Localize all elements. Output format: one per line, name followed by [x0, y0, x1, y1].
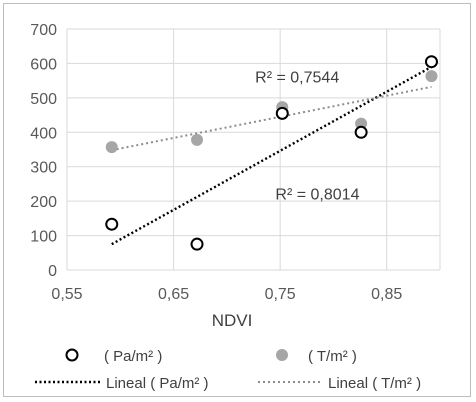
r-squared-label: R² = 0,7544 [255, 69, 339, 86]
chart-frame [3, 3, 471, 397]
point-pa [424, 55, 438, 69]
y-tick-label: 400 [30, 125, 57, 142]
legend: ( Pa/m² ) ( T/m² ) Lineal ( Pa/m² ) Lineal … [35, 348, 421, 392]
legend-label-trend-pa: Lineal ( Pa/m² ) [106, 375, 209, 392]
legend-marker-t [276, 349, 288, 361]
r-squared-label: R² = 0,8014 [275, 186, 359, 203]
legend-marker-pa [65, 348, 79, 362]
legend-label-t: ( T/m² ) [308, 348, 357, 365]
grid-lines [66, 28, 441, 271]
x-tick-label: 0,65 [158, 286, 189, 303]
y-tick-label: 0 [48, 263, 57, 280]
y-tick-label: 700 [30, 22, 57, 39]
trendline-t [111, 85, 432, 152]
x-axis-title: NDVI [212, 311, 253, 330]
trendline-pa [111, 65, 433, 246]
tick-labels: 0 100 200 300 400 500 600 700 0,55 0,65 0,75 0,85 [30, 22, 402, 303]
x-tick-label: 0,55 [51, 286, 82, 303]
y-tick-label: 500 [30, 91, 57, 108]
trendlines [111, 65, 433, 246]
annotations: R² = 0,7544 R² = 0,8014 [255, 69, 359, 203]
point-pa [354, 125, 368, 139]
data-points [105, 55, 438, 251]
point-pa [190, 237, 204, 251]
x-tick-label: 0,85 [371, 286, 402, 303]
point-pa [275, 106, 289, 120]
y-tick-label: 300 [30, 160, 57, 177]
point-t [191, 133, 204, 146]
y-tick-label: 200 [30, 194, 57, 211]
x-tick-label: 0,75 [265, 286, 296, 303]
legend-label-trend-t: Lineal ( T/m² ) [328, 375, 421, 392]
point-t [425, 70, 438, 83]
y-tick-label: 100 [30, 229, 57, 246]
y-tick-label: 600 [30, 56, 57, 73]
point-pa [105, 217, 119, 231]
legend-label-pa: ( Pa/m² ) [104, 348, 162, 365]
point-t [105, 141, 118, 154]
